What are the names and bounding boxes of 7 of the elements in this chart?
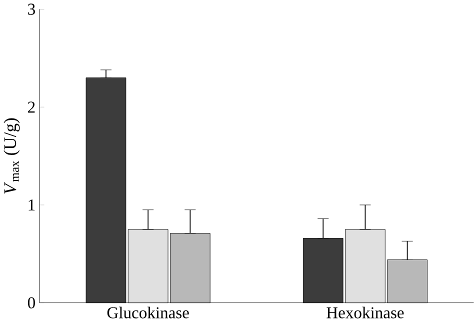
y-tick-label: 3 bbox=[28, 4, 35, 15]
x-tick-label: Hexokinase bbox=[326, 306, 404, 318]
y-tick-label: 1 bbox=[28, 199, 35, 210]
y-tick-label: 0 bbox=[28, 297, 35, 308]
y-tick-label: 2 bbox=[28, 102, 35, 113]
x-tick-label: Glucokinase bbox=[107, 306, 189, 318]
y-axis-title: V$_{max}$ (U/g) bbox=[4, 118, 20, 194]
